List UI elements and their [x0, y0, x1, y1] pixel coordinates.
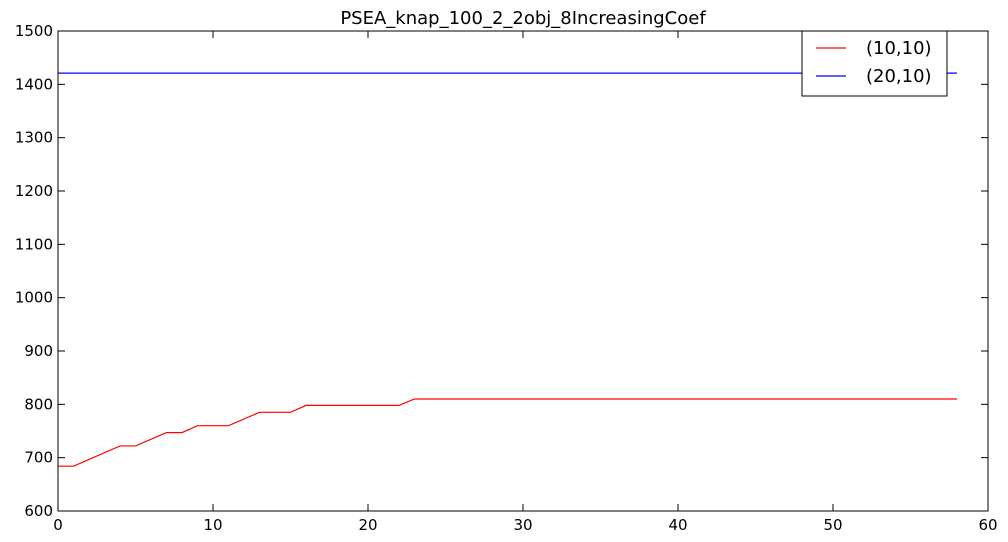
x-tick-label: 20: [358, 516, 377, 534]
legend: (10,10) (20,10): [801, 30, 948, 97]
x-tick-label: 60: [978, 516, 997, 534]
y-tick-label: 1300: [15, 129, 53, 147]
legend-label-0: (10,10): [866, 38, 932, 59]
legend-label-1: (20,10): [866, 66, 932, 87]
plot-frame: [57, 30, 989, 512]
y-tick-label: 600: [24, 502, 53, 520]
x-tick-label: 30: [513, 516, 532, 534]
y-tick-label: 1400: [15, 75, 53, 93]
y-tick-label: 1000: [15, 289, 53, 307]
x-tick-label: 10: [203, 516, 222, 534]
x-tick-label: 40: [668, 516, 687, 534]
chart-title: PSEA_knap_100_2_2obj_8IncreasingCoef: [340, 8, 706, 29]
ticks-layer: 0 10 20 30 40 50 60 600 700 800 900 1000 1100 1200 130…: [15, 22, 998, 534]
y-tick-label: 700: [24, 449, 53, 467]
series-layer: [58, 72, 957, 467]
y-tick-label: 1200: [15, 182, 53, 200]
x-tick-label: 0: [53, 516, 63, 534]
y-tick-label: 1500: [15, 22, 53, 40]
y-tick-label: 1100: [15, 235, 53, 253]
y-tick-label: 800: [24, 395, 53, 413]
series-line-0: [58, 398, 957, 467]
legend-box: [801, 30, 948, 97]
x-tick-label: 50: [823, 516, 842, 534]
y-tick-label: 900: [24, 342, 53, 360]
